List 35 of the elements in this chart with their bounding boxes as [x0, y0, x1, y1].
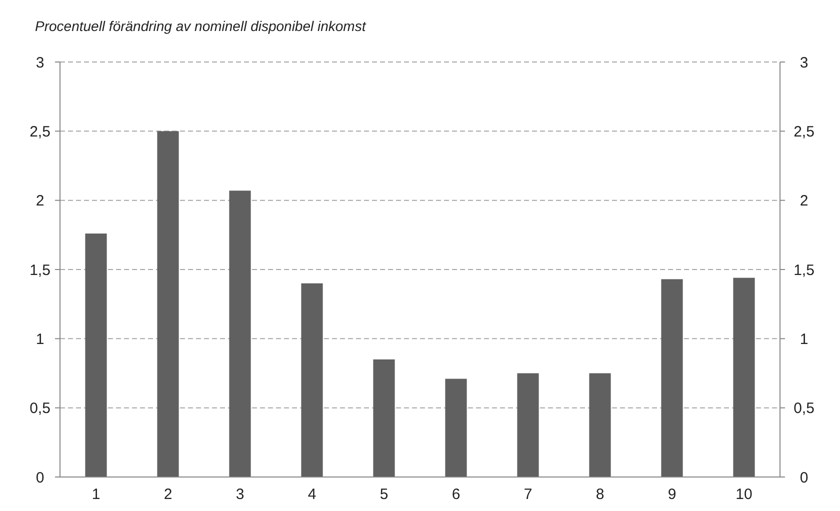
- x-tick-label: 1: [92, 486, 100, 503]
- y-tick-label: 1: [36, 330, 44, 348]
- bar: [661, 279, 683, 477]
- y-tick-label: 0,5: [30, 400, 50, 418]
- x-tick-label: 9: [668, 486, 676, 503]
- y2-tick-label: 0: [800, 469, 808, 486]
- x-tick-label: 3: [236, 486, 244, 503]
- y-tick-label: 2,5: [30, 123, 50, 140]
- x-tick-label: 4: [308, 486, 316, 503]
- x-tick-label: 6: [452, 486, 460, 503]
- y2-tick-label: 1,5: [794, 262, 814, 279]
- bar: [229, 190, 251, 477]
- x-tick-label: 2: [164, 486, 172, 503]
- y2-tick-label: 3: [800, 54, 808, 72]
- y2-tick-label: 2,5: [794, 123, 814, 140]
- bar: [157, 131, 179, 477]
- y2-tick-label: 1: [800, 330, 808, 348]
- y-tick-label: 0: [36, 469, 44, 486]
- bar: [301, 283, 323, 477]
- x-tick-label: 8: [596, 486, 604, 503]
- y-tick-label: 2: [36, 192, 44, 210]
- bar: [445, 378, 467, 477]
- bar: [85, 234, 107, 477]
- y-tick-label: 3: [36, 54, 44, 72]
- y-tick-label: 1,5: [30, 262, 50, 279]
- bar: [517, 373, 539, 477]
- x-tick-label: 5: [380, 486, 388, 503]
- x-tick-label: 10: [736, 486, 752, 503]
- bar: [589, 373, 611, 477]
- bar: [733, 278, 755, 477]
- x-tick-label: 7: [524, 486, 532, 503]
- bar: [373, 359, 395, 477]
- y2-tick-label: 2: [800, 192, 808, 210]
- y2-tick-label: 0,5: [794, 400, 814, 418]
- chart-title: Procentuell förändring av nominell disponibel inkomst: [35, 18, 367, 34]
